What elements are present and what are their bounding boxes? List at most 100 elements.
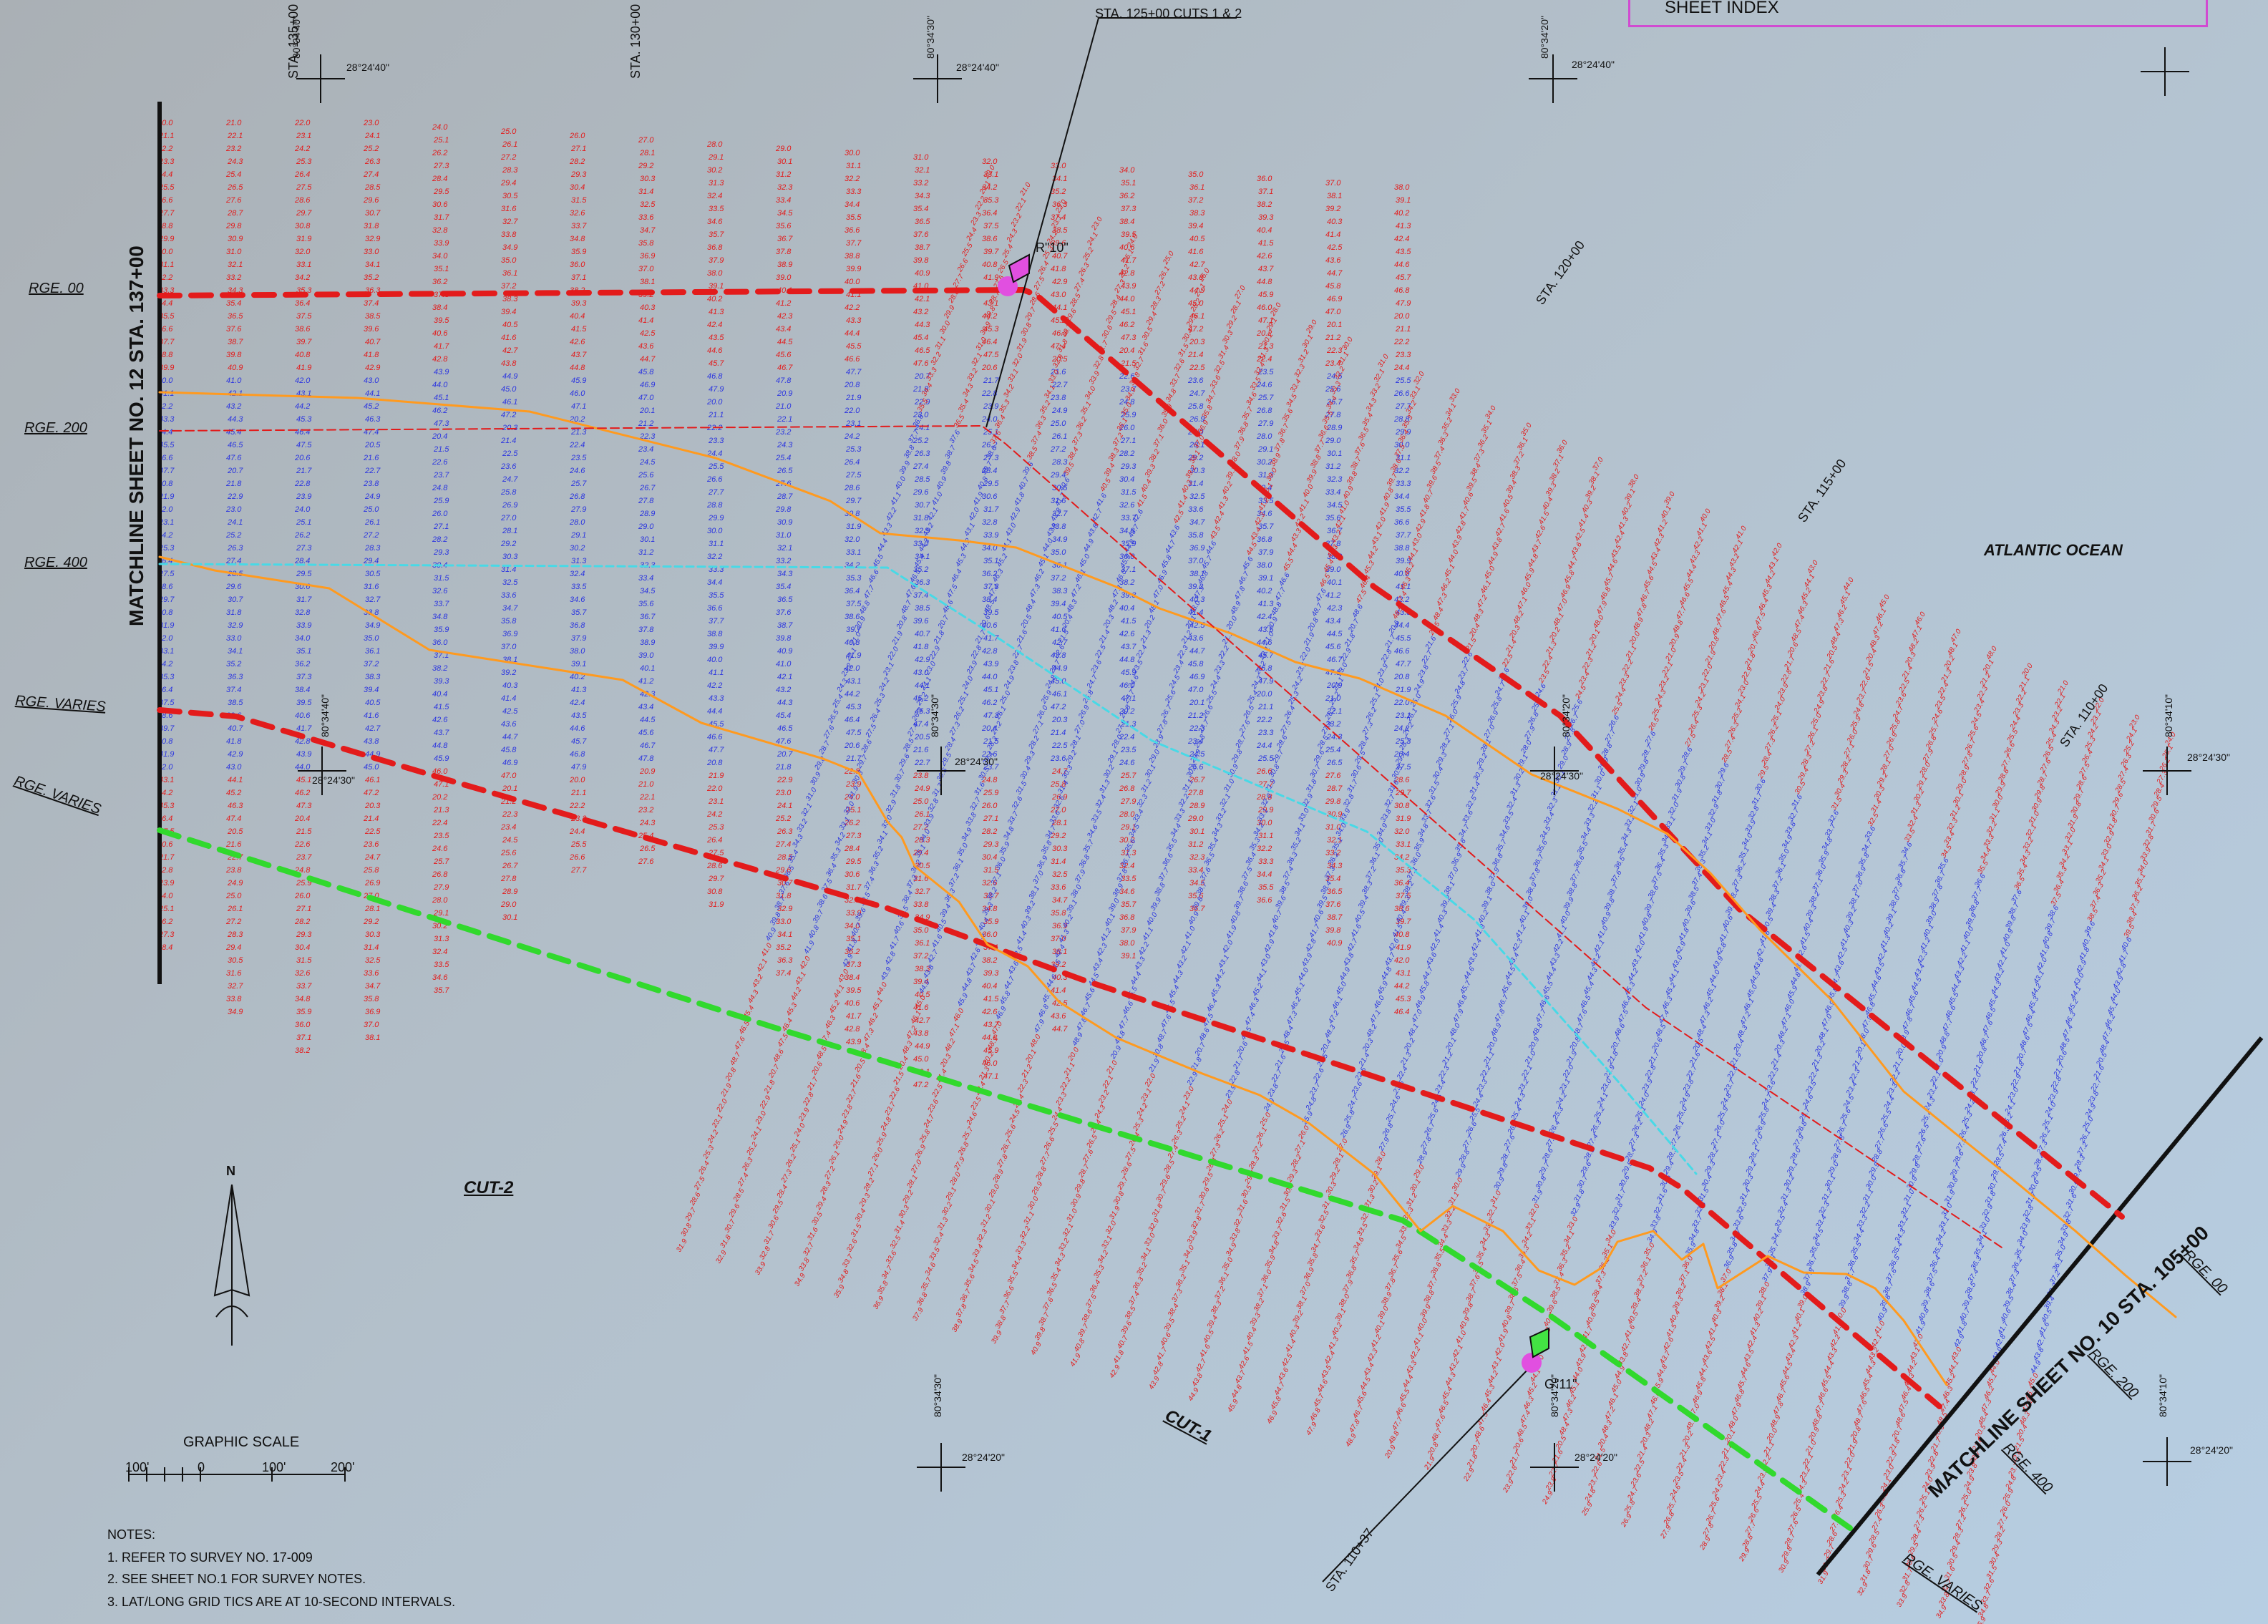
sounding-point: 32.8 [1342, 792, 1356, 809]
sounding-point: 34.9 [2056, 1230, 2070, 1247]
sounding-point: 22.5 [1189, 364, 1205, 372]
sounding-point: 24.9 [364, 492, 380, 501]
sounding-point: 24.1 [2003, 1099, 2018, 1116]
sounding-point: 32.1 [915, 166, 930, 175]
sounding-point: 40.2 [707, 295, 722, 303]
sounding-point: 45.9 [983, 1046, 998, 1055]
sounding-point: 29.2 [1328, 1166, 1342, 1183]
sounding-point: 30.6 [1617, 1174, 1632, 1190]
sounding-point: 43.9 [296, 750, 311, 759]
sounding-point: 48.5 [1789, 627, 1804, 643]
sounding-point: 34.8 [1119, 527, 1135, 535]
sounding-point: 40.2 [1257, 587, 1272, 595]
sounding-point: 45.3 [785, 1001, 799, 1018]
sounding-point: 23.4 [1187, 737, 1203, 746]
sounding-point: 26.2 [1630, 1119, 1645, 1136]
sounding-point: 23.3 [1257, 729, 1274, 737]
sounding-point: 42.0 [1374, 515, 1388, 532]
sounding-point: 48.6 [772, 1048, 786, 1064]
sounding-point: 44.2 [1626, 967, 1640, 983]
sounding-point: 38.8 [845, 252, 860, 261]
sounding-point: 47.0 [501, 772, 517, 780]
sounding-point: 34.4 [1852, 1227, 1867, 1244]
sounding-point: 21.9 [1972, 1058, 1986, 1075]
sounding-point: 46.7 [1496, 993, 1511, 1010]
sounding-point: 34.8 [432, 613, 448, 621]
sounding-point: 33.8 [797, 1256, 812, 1273]
sounding-point: 43.9 [1121, 282, 1136, 291]
sounding-point: 39.9 [1418, 1303, 1433, 1319]
sounding-point: 30.7 [1713, 775, 1728, 792]
sounding-point: 39.6 [1961, 1294, 1975, 1311]
sounding-point: 43.2 [1992, 967, 2007, 983]
sounding-point: 47.9 [1033, 1018, 1047, 1034]
sounding-point: 20.5 [1019, 613, 1033, 631]
sounding-point: 46.4 [1479, 1397, 1494, 1414]
sounding-point: 26.3 [1589, 1119, 1603, 1136]
leader-line-sta-125 [985, 17, 1099, 428]
sounding-point: 25.9 [1449, 694, 1464, 711]
sounding-point: 21.3 [1810, 1053, 1824, 1070]
sounding-point: 37.6 [226, 325, 242, 334]
sounding-point: 30.7 [724, 1218, 738, 1235]
sounding-point: 33.5 [1356, 1222, 1370, 1238]
sounding-point: 42.7 [1755, 943, 1769, 959]
sounding-point: 36.5 [1046, 1281, 1060, 1298]
sounding-point: 37.3 [2007, 1268, 2022, 1285]
sounding-point: 32.8 [295, 608, 311, 617]
sounding-point: 45.2 [1251, 981, 1265, 998]
sounding-point: 23.1 [882, 661, 896, 678]
sounding-point: 23.8 [912, 772, 929, 780]
sounding-point: 43.7 [1530, 538, 1544, 555]
sounding-point: 39.0 [638, 651, 654, 660]
sounding-point: 31.3 [1258, 471, 1274, 480]
sounding-point: 48.5 [2058, 1036, 2072, 1053]
sounding-point: 46.2 [1439, 577, 1454, 593]
notes-title: NOTES: [107, 1527, 155, 1542]
sounding-point: 45.2 [2066, 998, 2080, 1014]
sounding-point: 46.6 [1394, 1401, 1408, 1418]
sounding-point: 24.7 [1189, 389, 1205, 398]
sounding-point: 37.6 [1884, 1267, 1899, 1283]
sounding-point: 24.8 [1851, 701, 1866, 719]
sounding-point: 29.3 [570, 170, 587, 179]
sounding-point: 34.2 [1934, 1228, 1949, 1245]
sounding-point: 20.8 [1393, 673, 1410, 681]
sounding-point: 25.7 [570, 480, 587, 488]
sounding-point: 37.7 [1396, 531, 1411, 540]
sounding-point: 31.4 [1869, 798, 1884, 815]
sounding-point: 20.3 [364, 802, 381, 810]
sounding-point: 33.0 [913, 540, 929, 548]
sounding-point: 23.1 [296, 132, 311, 140]
sounding-point: 28.7 [1326, 784, 1343, 793]
sounding-point: 45.4 [1861, 1372, 1875, 1389]
sounding-point: 38.6 [1923, 1280, 1937, 1297]
sounding-point: 39.8 [1345, 470, 1360, 487]
sounding-point: 39.0 [776, 273, 792, 282]
sounding-point: 37.2 [913, 952, 928, 961]
sounding-point: 43.5 [709, 334, 724, 342]
sounding-point: 42.7 [1345, 937, 1360, 953]
sounding-point: 39.2 [1325, 205, 1340, 213]
sounding-point: 45.8 [1159, 554, 1174, 570]
sounding-point: 35.5 [709, 591, 724, 600]
sounding-point: 35.8 [876, 1280, 890, 1296]
sounding-point: 29.2 [1876, 772, 1890, 789]
sounding-point: 40.5 [1189, 235, 1205, 243]
sounding-point: 31.0 [1325, 823, 1341, 832]
sounding-point: 22.3 [1717, 1455, 1731, 1472]
sounding-point: 37.2 [948, 872, 962, 888]
sounding-point: 43.3 [159, 415, 175, 424]
sounding-point: 41.9 [1396, 943, 1411, 952]
sounding-point: 30.5 [1052, 484, 1068, 492]
sounding-point: 47.7 [1534, 1008, 1549, 1024]
sounding-point: 44.1 [1255, 968, 1269, 983]
sounding-point: 23.6 [1629, 1472, 1643, 1489]
sounding-point: 36.0 [1257, 175, 1272, 183]
sounding-point: 44.5 [777, 338, 793, 346]
sounding-point: 43.3 [846, 316, 862, 325]
sounding-point: 23.9 [845, 780, 861, 789]
sounding-point: 42.9 [1952, 1333, 1967, 1349]
sounding-point: 21.0 [225, 119, 242, 127]
sounding-point: 41.7 [846, 1012, 862, 1021]
